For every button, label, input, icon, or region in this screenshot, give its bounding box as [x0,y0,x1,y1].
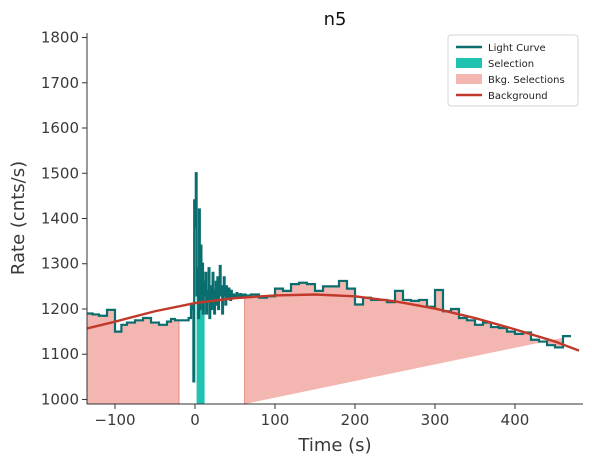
x-axis-ticks: −100 0 100 200 300 400 [94,404,529,429]
legend-items: Light Curve Selection Bkg. Selections Backg… [456,43,565,102]
legend-swatch [456,58,482,68]
y-axis-ticks: 1000 1100 1200 1300 1400 1500 1600 1700 1800 [41,29,87,408]
y-tick-label: 1700 [41,74,79,92]
x-axis-label: Time (s) [297,435,371,456]
y-tick-label: 1000 [41,390,79,408]
x-tick-label: −100 [94,411,135,429]
legend-swatch [456,74,482,84]
y-tick-label: 1300 [41,255,79,273]
y-tick-label: 1400 [41,210,79,228]
light-curve-series [87,172,571,383]
light-curve-line [87,172,571,383]
legend-label: Light Curve [488,43,546,54]
x-tick-label: 300 [421,411,450,429]
y-tick-label: 1800 [41,29,79,47]
bkg-selection-areas [86,280,571,405]
x-tick-label: 100 [261,411,290,429]
y-tick-label: 1600 [41,119,79,137]
legend-label: Background [488,91,548,102]
x-tick-label: 0 [190,411,200,429]
legend-box [447,34,579,107]
y-tick-label: 1200 [41,300,79,318]
chart-title: n5 [324,9,347,30]
x-tick-label: 400 [501,411,530,429]
x-tick-label: 200 [341,411,370,429]
y-tick-label: 1100 [41,345,79,363]
background-series [86,293,580,352]
legend: Light Curve Selection Bkg. Selections Backg… [447,34,579,107]
legend-label: Selection [488,59,534,70]
y-tick-label: 1500 [41,164,79,182]
legend-label: Bkg. Selections [488,75,565,86]
background-line [86,293,580,352]
y-axis-label: Rate (cnts/s) [8,161,29,275]
